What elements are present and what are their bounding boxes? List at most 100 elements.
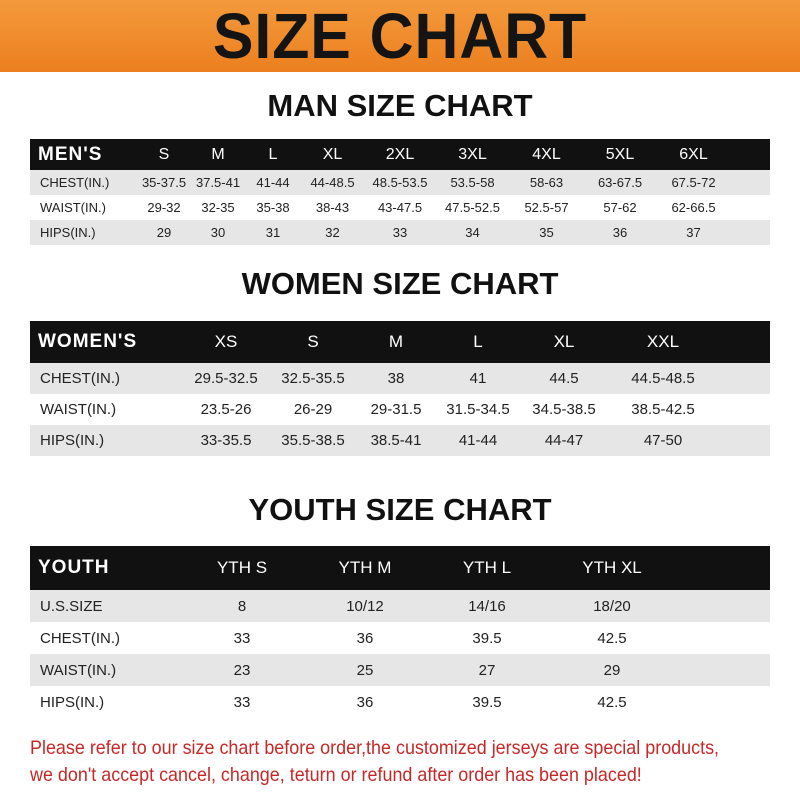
table-cell: 41-44 [256, 175, 290, 190]
table-cell: 29 [156, 225, 172, 240]
youth-section-title: YOUTH SIZE CHART [248, 492, 552, 527]
size-header: XL [322, 145, 343, 163]
table-cell: 35.5-38.5 [281, 432, 345, 449]
row-label: WAIST(IN.) [40, 200, 106, 215]
size-header: XL [553, 332, 575, 351]
size-header: S [158, 145, 170, 163]
table-row: HIPS(IN.) 29 30 31 32 33 34 35 36 37 [30, 220, 770, 245]
table-cell: 33 [233, 629, 251, 647]
table-cell: 31.5-34.5 [446, 401, 510, 418]
table-cell: 53.5-58 [450, 175, 495, 190]
order-notice: Please refer to our size chart before or… [30, 735, 729, 789]
table-cell: 36 [356, 629, 374, 647]
table-cell: 36 [612, 225, 628, 240]
size-header: 3XL [458, 145, 487, 163]
notice-line: we don't accept cancel, change, teturn o… [30, 764, 642, 786]
table-cell: 27 [478, 661, 496, 679]
row-label: HIPS(IN.) [40, 693, 105, 711]
table-cell: 32-35 [201, 200, 235, 215]
size-header: YTH M [338, 558, 392, 577]
table-row: HIPS(IN.) 33 36 39.5 42.5 [30, 686, 770, 718]
table-cell: 37.5-41 [195, 175, 241, 190]
table-cell: 34.5-38.5 [532, 401, 596, 418]
size-header: M [388, 332, 404, 351]
table-cell: 44-47 [544, 432, 584, 449]
table-cell: 42.5 [597, 693, 627, 711]
table-cell: 29-31.5 [370, 401, 422, 418]
table-row: CHEST(IN.) 35-37.5 37.5-41 41-44 44-48.5 48.5… [30, 170, 770, 195]
table-cell: 38 [387, 370, 405, 387]
table-corner-label: YOUTH [38, 557, 110, 578]
row-label: HIPS(IN.) [40, 432, 105, 449]
table-cell: 63-67.5 [597, 175, 643, 190]
table-cell: 44.5-48.5 [631, 370, 695, 387]
women-section-title: WOMEN SIZE CHART [241, 266, 559, 301]
table-header-row: WOMEN'S XS S M L XL XXL [30, 321, 770, 363]
size-header: L [268, 145, 278, 163]
table-row: CHEST(IN.) 29.5-32.5 32.5-35.5 38 41 44.5 44.5… [30, 363, 770, 394]
table-row: U.S.SIZE 8 10/12 14/16 18/20 [30, 590, 770, 622]
table-corner-label: MEN'S [38, 143, 103, 165]
table-cell: 37 [686, 225, 701, 240]
table-row: WAIST(IN.) 23 25 27 29 [30, 654, 770, 686]
table-cell: 67.5-72 [671, 175, 716, 190]
title-banner: SIZE CHART [0, 0, 800, 72]
table-header-row: YOUTH YTH S YTH M YTH L YTH XL [30, 546, 770, 590]
youth-size-table: YOUTH YTH S YTH M YTH L YTH XL U.S.SIZE 8 10/12… [30, 546, 770, 718]
women-size-table: WOMEN'S XS S M L XL XXL CHEST(IN.) 29.5-32.5 32.5… [30, 321, 770, 456]
table-cell: 23.5-26 [200, 401, 252, 418]
row-label: WAIST(IN.) [40, 401, 117, 418]
table-cell: 47.5-52.5 [445, 200, 500, 215]
table-cell: 42.5 [597, 629, 627, 647]
table-cell: 52.5-57 [524, 200, 569, 215]
table-cell: 8 [237, 597, 247, 615]
table-cell: 39.5 [472, 629, 502, 647]
table-cell: 43-47.5 [377, 200, 423, 215]
size-header: L [473, 332, 483, 351]
table-cell: 35-38 [256, 200, 290, 215]
table-cell: 39.5 [472, 693, 502, 711]
table-cell: 41 [469, 370, 487, 387]
row-label: WAIST(IN.) [40, 661, 117, 679]
table-cell: 30 [210, 225, 226, 240]
table-cell: 29.5-32.5 [194, 370, 258, 387]
table-row: WAIST(IN.) 23.5-26 26-29 29-31.5 31.5-34.5 34… [30, 394, 770, 425]
men-section-title: MAN SIZE CHART [267, 88, 533, 123]
table-corner-label: WOMEN'S [38, 331, 138, 352]
size-header: YTH L [462, 558, 512, 577]
table-cell: 25 [356, 661, 374, 679]
size-header: XXL [646, 332, 680, 351]
size-header: 5XL [605, 145, 635, 163]
table-cell: 31 [265, 225, 281, 240]
size-header: S [307, 332, 319, 351]
table-cell: 38.5-41 [370, 432, 422, 449]
table-cell: 38.5-42.5 [631, 401, 695, 418]
table-cell: 62-66.5 [671, 200, 716, 215]
table-row: HIPS(IN.) 33-35.5 35.5-38.5 38.5-41 41-44 44-… [30, 425, 770, 456]
table-cell: 48.5-53.5 [372, 175, 428, 190]
row-label: CHEST(IN.) [40, 370, 120, 387]
table-cell: 32 [325, 225, 340, 240]
table-cell: 23 [233, 661, 251, 679]
table-cell: 18/20 [593, 597, 631, 615]
table-cell: 34 [465, 225, 480, 240]
table-cell: 57-62 [603, 200, 637, 215]
notice-line: Please refer to our size chart before or… [30, 737, 720, 759]
table-cell: 29 [603, 661, 621, 679]
table-cell: 44-48.5 [310, 175, 355, 190]
row-label: U.S.SIZE [40, 597, 103, 615]
table-cell: 58-63 [529, 175, 564, 190]
table-row: WAIST(IN.) 29-32 32-35 35-38 38-43 43-47.5 47.… [30, 195, 770, 220]
size-header: 2XL [385, 145, 415, 163]
table-cell: 38-43 [315, 200, 350, 215]
men-size-table: MEN'S S M L XL 2XL 3XL 4XL 5XL 6XL CHEST(IN.) 35-37… [30, 139, 770, 245]
table-cell: 10/12 [346, 597, 384, 615]
table-header-row: MEN'S S M L XL 2XL 3XL 4XL 5XL 6XL [30, 139, 770, 170]
table-cell: 44.5 [549, 370, 579, 387]
row-label: CHEST(IN.) [40, 629, 120, 647]
size-header: XS [214, 332, 238, 351]
table-cell: 35-37.5 [141, 175, 187, 190]
table-row: CHEST(IN.) 33 36 39.5 42.5 [30, 622, 770, 654]
row-label: CHEST(IN.) [40, 175, 110, 190]
table-cell: 33-35.5 [200, 432, 252, 449]
